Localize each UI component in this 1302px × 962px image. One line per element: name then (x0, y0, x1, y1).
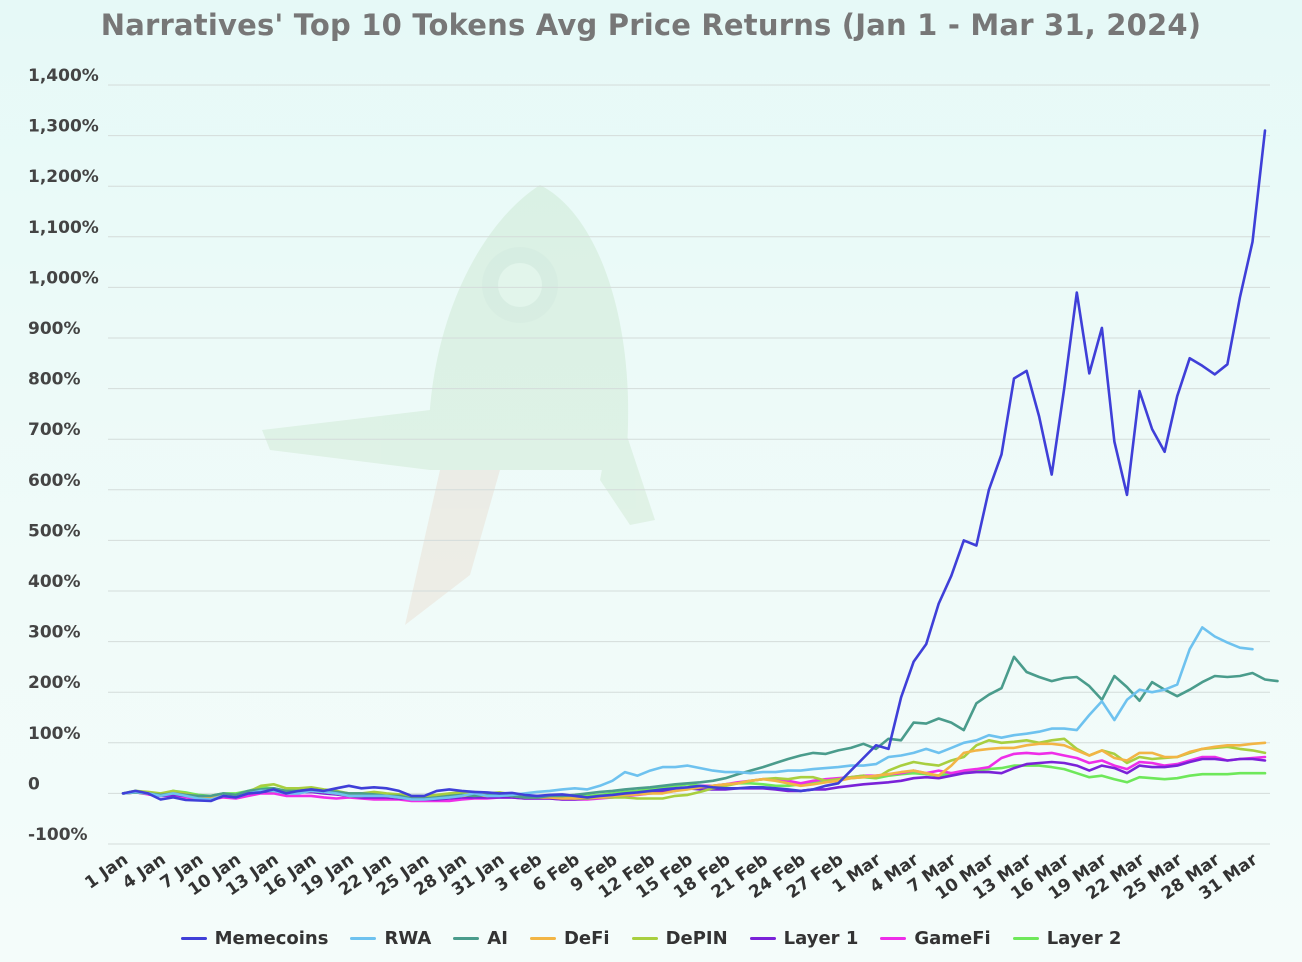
legend-swatch (529, 937, 556, 940)
series-lines (121, 129, 1279, 803)
y-tick-label: 1,300% (28, 117, 99, 137)
series-line-memecoins (121, 129, 1267, 803)
y-axis-ticks: 1,400% 1,300% 1,200% 1,100% 1,000% 900% 800% 70… (28, 66, 99, 845)
legend-swatch (180, 937, 207, 940)
legend-item[interactable]: Memecoins (180, 928, 329, 949)
legend-item[interactable]: RWA (350, 928, 431, 949)
legend-label: GameFi (914, 928, 991, 949)
y-tick-label: 900% (28, 319, 81, 339)
y-tick-label: -100% (28, 825, 88, 845)
legend-swatch (880, 937, 907, 940)
y-tick-label: 1,100% (28, 218, 99, 238)
y-tick-label: 600% (28, 471, 81, 491)
legend-swatch (631, 937, 658, 940)
legend-label: Layer 1 (783, 928, 859, 949)
series-line-depin (121, 737, 1267, 800)
gridlines (108, 84, 1270, 845)
y-tick-label: 1,400% (28, 66, 99, 86)
legend: Memecoins RWA AI DeFi DePIN Layer 1 GameFi Laye… (0, 928, 1302, 949)
y-tick-label: 1,000% (28, 268, 99, 288)
y-tick-label: 100% (28, 724, 81, 744)
legend-item[interactable]: AI (453, 928, 508, 949)
chart-title: Narratives' Top 10 Tokens Avg Price Retu… (100, 8, 1202, 42)
legend-swatch (453, 937, 480, 940)
legend-swatch (749, 937, 776, 940)
rocket-watermark (262, 185, 655, 625)
y-tick-label: 800% (28, 370, 81, 390)
legend-label: DeFi (563, 928, 610, 949)
legend-swatch (350, 937, 377, 940)
legend-label: Memecoins (214, 928, 329, 949)
legend-label: AI (487, 928, 508, 949)
y-tick-label: 200% (28, 673, 81, 693)
legend-item[interactable]: GameFi (880, 928, 991, 949)
y-tick-label: 700% (28, 420, 81, 440)
legend-label: DePIN (665, 928, 728, 949)
x-tick-label: 4 Jan (119, 850, 170, 894)
legend-label: Layer 2 (1046, 928, 1122, 949)
legend-item[interactable]: Layer 1 (749, 928, 859, 949)
legend-label: RWA (384, 928, 432, 949)
y-tick-label: 1,200% (28, 167, 99, 187)
legend-item[interactable]: Layer 2 (1012, 928, 1122, 949)
legend-swatch (1012, 937, 1039, 940)
legend-item[interactable]: DeFi (529, 928, 610, 949)
y-tick-label: 500% (28, 521, 81, 541)
y-tick-label: 400% (28, 572, 81, 592)
series-line-rwa (121, 626, 1254, 801)
x-tick-label: 1 Jan (81, 850, 132, 894)
y-tick-label: 0 (28, 774, 40, 794)
y-tick-label: 300% (28, 623, 81, 643)
legend-item[interactable]: DePIN (631, 928, 728, 949)
